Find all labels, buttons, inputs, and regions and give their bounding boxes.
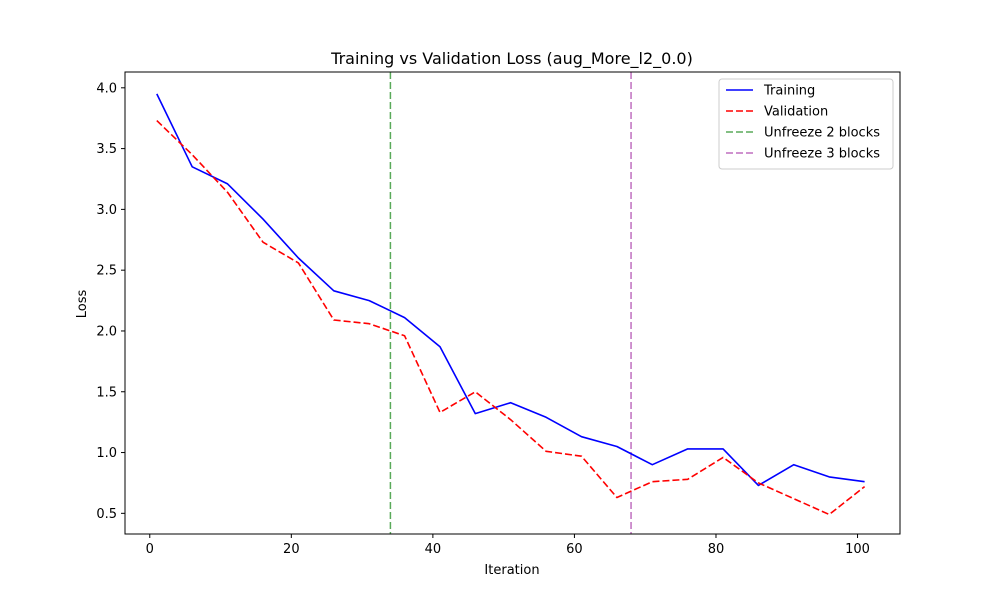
y-tick-label: 0.5 (96, 507, 117, 522)
legend-label-unfreeze-2-blocks: Unfreeze 2 blocks (764, 126, 880, 141)
y-axis-ticks: 0.5 1.0 1.5 2.0 2.5 3.0 3.5 4.0 (96, 81, 125, 522)
y-tick-label: 2.5 (96, 264, 117, 279)
legend-box (718, 78, 894, 170)
x-axis-ticks: 0 20 40 60 80 100 (146, 534, 870, 557)
y-tick-label: 4.0 (96, 81, 117, 96)
x-tick-label: 40 (425, 542, 442, 557)
x-tick-label: 100 (845, 542, 870, 557)
chart-title: Training vs Validation Loss (aug_More_l2… (330, 49, 693, 69)
y-axis-label: Loss (75, 290, 90, 319)
axes-frame (124, 71, 901, 535)
x-tick-label: 20 (283, 542, 300, 557)
x-axis-label: Iteration (484, 563, 539, 578)
y-tick-label: 3.0 (96, 203, 117, 218)
series-line-training (156, 93, 865, 487)
legend-label-training: Training (763, 84, 815, 99)
x-tick-label: 80 (708, 542, 725, 557)
y-tick-label: 2.0 (96, 324, 117, 339)
series-line-validation (156, 120, 866, 516)
legend-label-validation: Validation (764, 105, 828, 120)
legend-label-unfreeze-3-blocks: Unfreeze 3 blocks (764, 147, 880, 162)
legend: Training Validation Unfreeze 2 blocks Unfre… (718, 78, 894, 170)
y-tick-label: 1.0 (96, 446, 117, 461)
y-tick-label: 1.5 (96, 385, 117, 400)
y-tick-label: 3.5 (96, 142, 117, 157)
plot-area (156, 72, 866, 534)
x-tick-label: 0 (146, 542, 154, 557)
x-tick-label: 60 (566, 542, 583, 557)
